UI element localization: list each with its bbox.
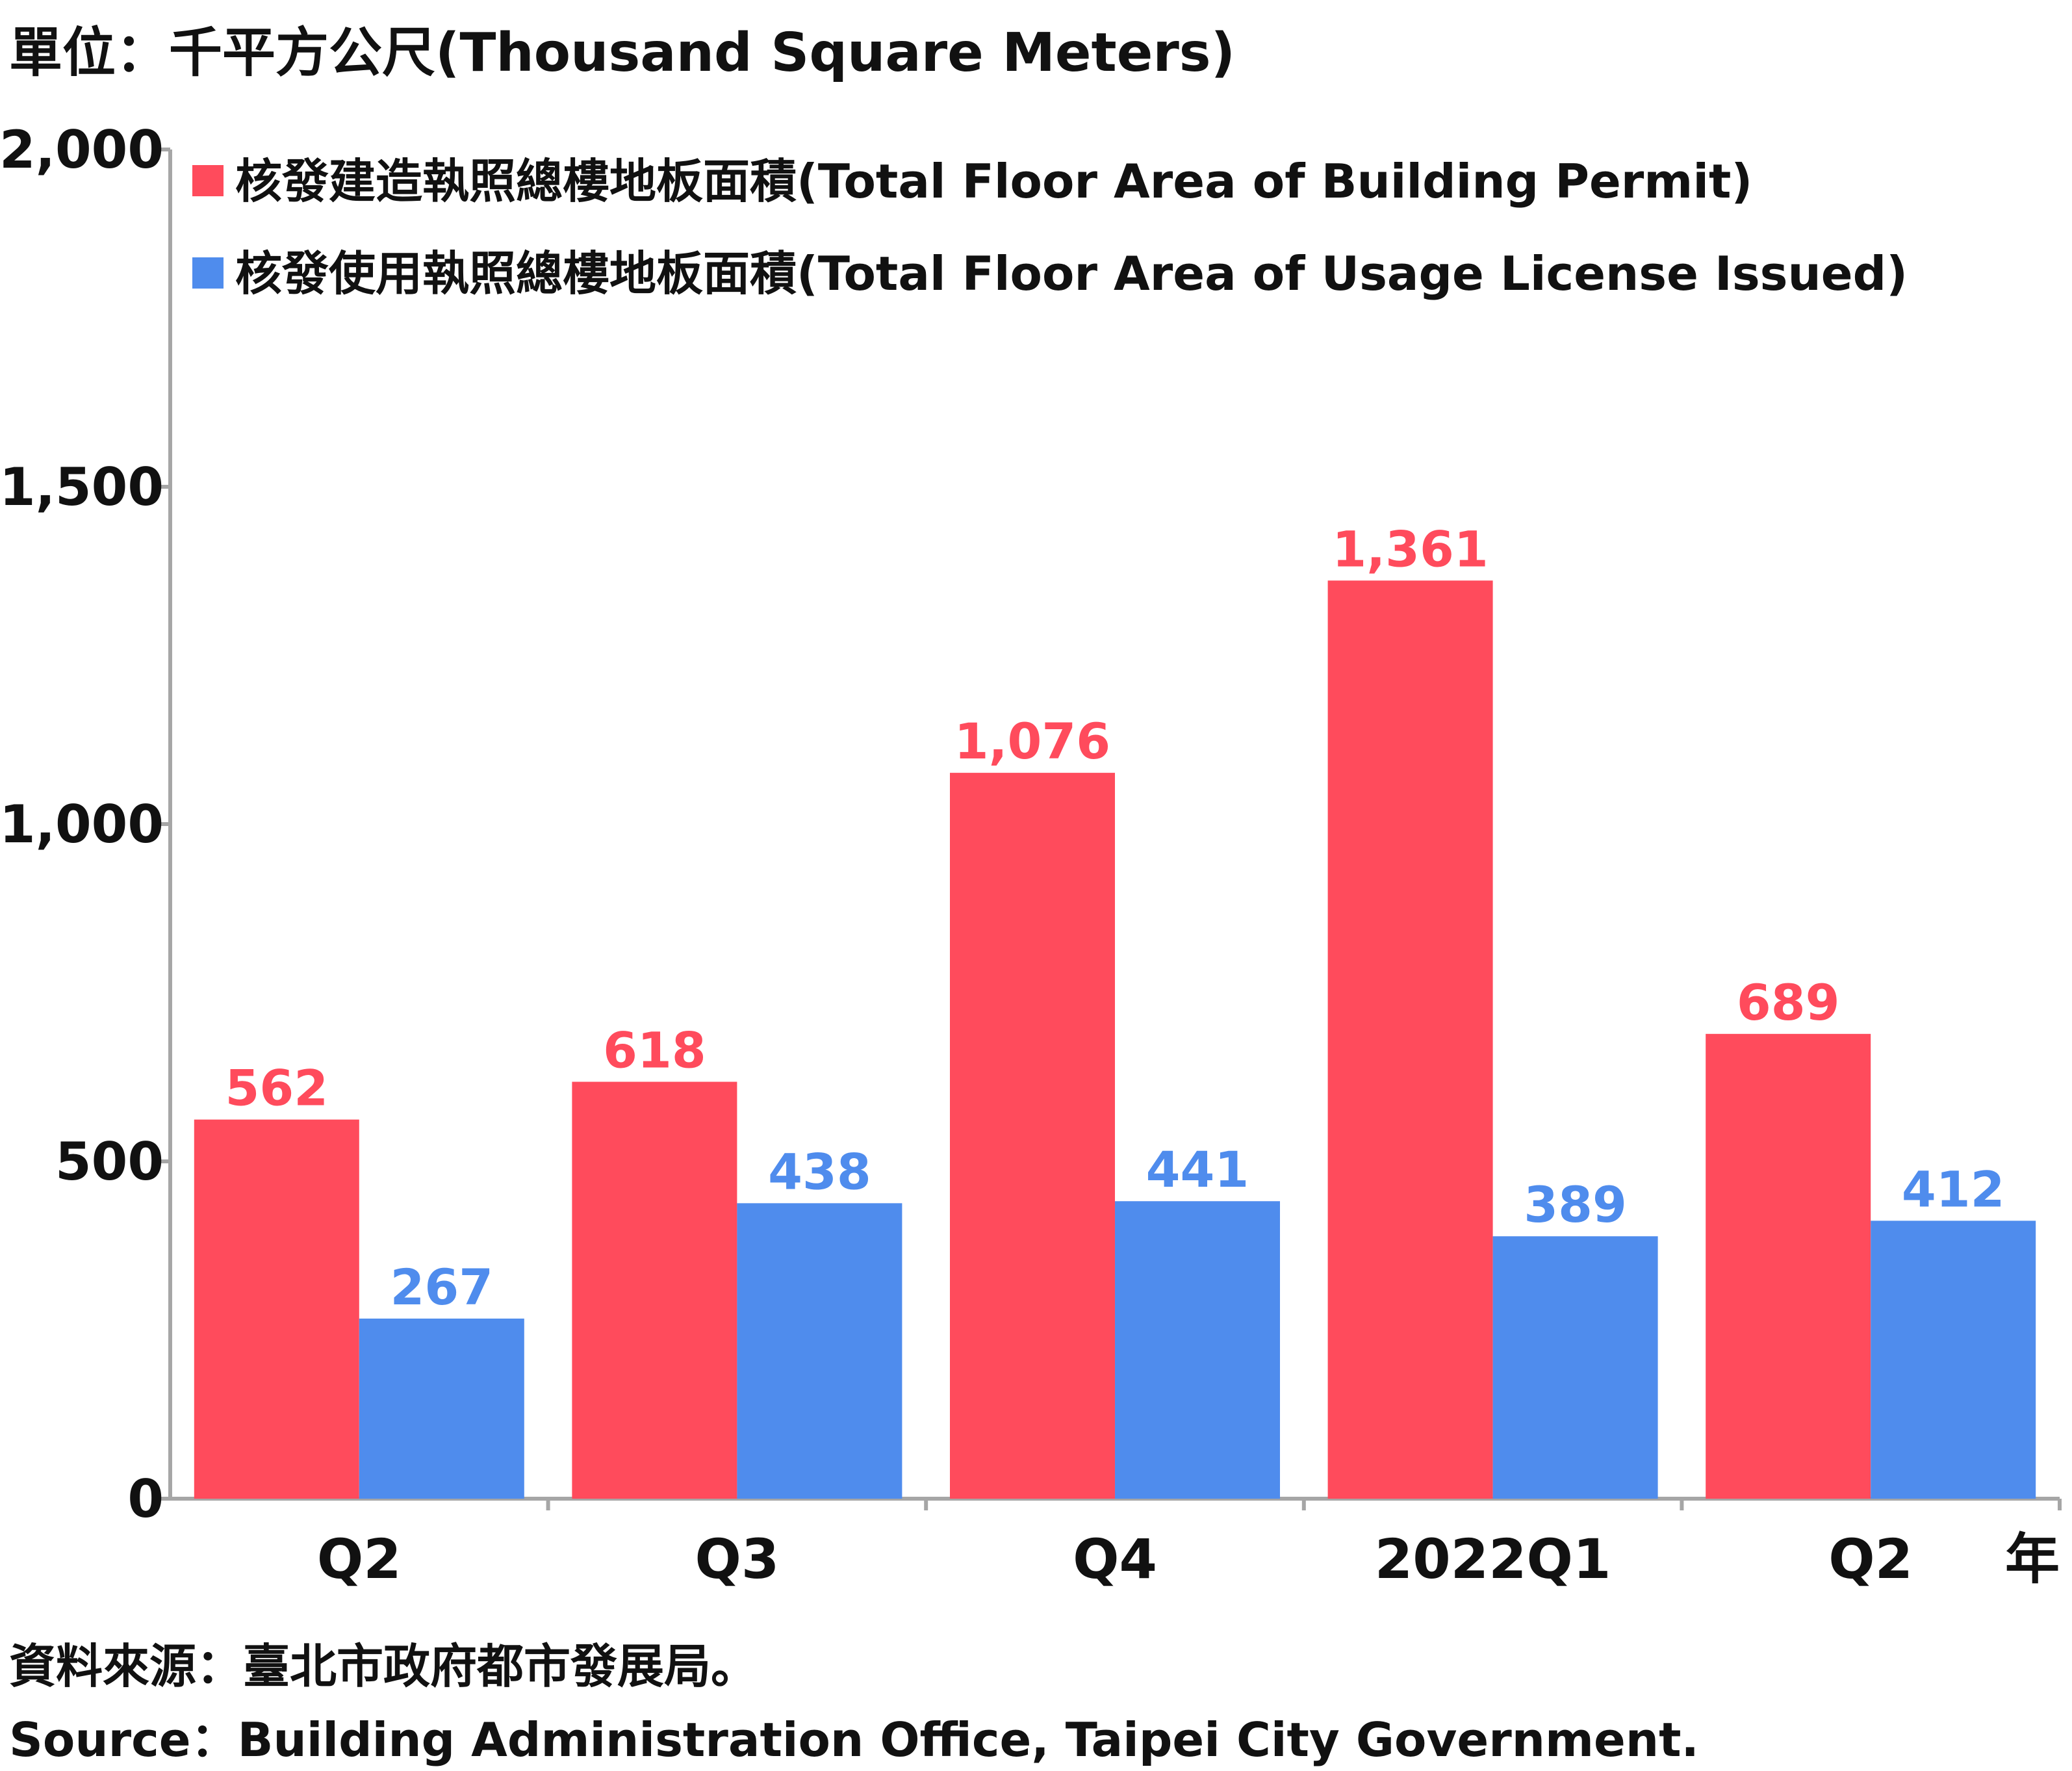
data-label: 618 bbox=[603, 1022, 706, 1079]
data-label: 1,076 bbox=[954, 712, 1110, 770]
source-chinese: 資料來源：臺北市政府都市發展局。 bbox=[9, 1639, 758, 1694]
chart-bars: 562 618 1,076 1,361 689 267 438 441 389 412 bbox=[194, 520, 2036, 1499]
y-tick-label: 1,000 bbox=[0, 794, 164, 855]
legend-label: 核發建造執照總樓地板面積(Total Floor Area of Buildin… bbox=[235, 154, 1752, 209]
x-tick-label: Q2 bbox=[317, 1527, 402, 1591]
data-label: 412 bbox=[1902, 1160, 2005, 1218]
y-tick-label: 0 bbox=[127, 1469, 164, 1529]
y-tick-label: 500 bbox=[55, 1131, 164, 1192]
bar bbox=[194, 1119, 359, 1499]
bar bbox=[1706, 1033, 1871, 1499]
data-label: 689 bbox=[1737, 974, 1840, 1031]
bar-chart: 0 500 1,000 1,500 2,000 Q2 Q3 Q4 2022Q1 Q2 年 562 61… bbox=[0, 120, 2062, 1591]
x-tick-label: 2022Q1 bbox=[1375, 1527, 1611, 1591]
y-tick-label: 2,000 bbox=[0, 120, 164, 180]
x-axis-suffix: 年 bbox=[2005, 1527, 2060, 1591]
bar bbox=[737, 1203, 902, 1499]
data-label: 389 bbox=[1524, 1176, 1627, 1234]
data-label: 267 bbox=[390, 1258, 493, 1316]
legend-label: 核發使用執照總樓地板面積(Total Floor Area of Usage L… bbox=[235, 246, 1908, 301]
bar bbox=[1327, 580, 1493, 1499]
bar bbox=[950, 773, 1115, 1499]
bar bbox=[359, 1318, 524, 1499]
x-tick-label: Q3 bbox=[695, 1527, 779, 1591]
data-label: 441 bbox=[1146, 1141, 1249, 1198]
x-tick-label: Q4 bbox=[1073, 1527, 1157, 1591]
legend-swatch bbox=[192, 257, 224, 289]
bar bbox=[572, 1081, 737, 1499]
bar bbox=[1492, 1236, 1658, 1499]
bar bbox=[1871, 1221, 2036, 1499]
source-english: Source：Building Administration Office, T… bbox=[9, 1713, 1699, 1767]
legend-swatch bbox=[192, 165, 224, 196]
data-label: 562 bbox=[225, 1059, 328, 1117]
x-tick-label: Q2 bbox=[1828, 1527, 1913, 1591]
unit-label: 單位：千平方公尺(Thousand Square Meters) bbox=[9, 22, 1236, 84]
bar bbox=[1115, 1201, 1280, 1499]
data-label: 1,361 bbox=[1332, 520, 1488, 578]
chart-legend: 核發建造執照總樓地板面積(Total Floor Area of Buildin… bbox=[192, 154, 1908, 301]
y-tick-label: 1,500 bbox=[0, 457, 164, 517]
data-label: 438 bbox=[768, 1143, 871, 1200]
